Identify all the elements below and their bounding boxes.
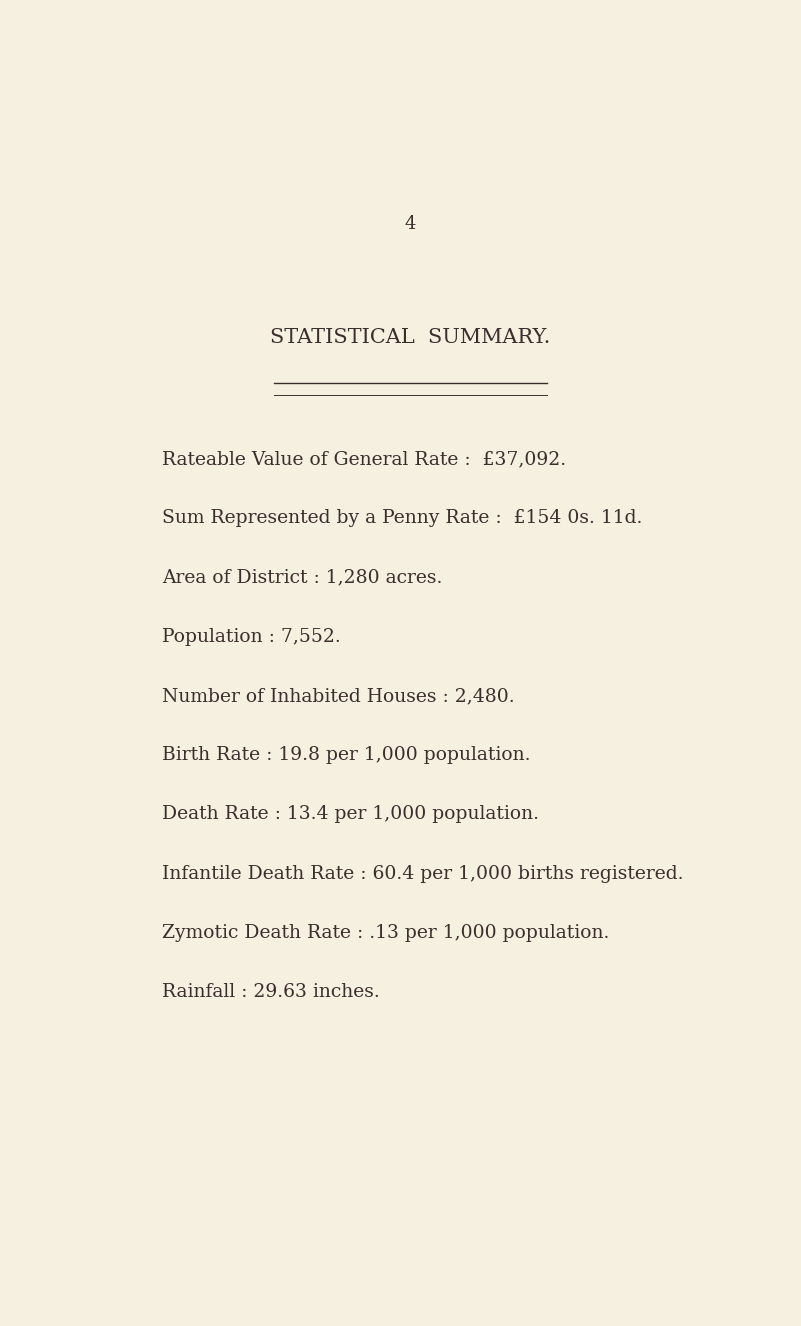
Text: Population : 7,552.: Population : 7,552. (162, 627, 341, 646)
Text: 4: 4 (405, 215, 417, 233)
Text: Infantile Death Rate : 60.4 per 1,000 births registered.: Infantile Death Rate : 60.4 per 1,000 bi… (162, 865, 684, 883)
Text: Rateable Value of General Rate :  £37,092.: Rateable Value of General Rate : £37,092… (162, 450, 566, 468)
Text: Death Rate : 13.4 per 1,000 population.: Death Rate : 13.4 per 1,000 population. (162, 805, 539, 823)
Text: Number of Inhabited Houses : 2,480.: Number of Inhabited Houses : 2,480. (162, 687, 515, 705)
Text: Birth Rate : 19.8 per 1,000 population.: Birth Rate : 19.8 per 1,000 population. (162, 747, 531, 764)
Text: Sum Represented by a Penny Rate :  £154 0s. 11d.: Sum Represented by a Penny Rate : £154 0… (162, 509, 642, 528)
Text: STATISTICAL  SUMMARY.: STATISTICAL SUMMARY. (270, 328, 551, 346)
Text: Rainfall : 29.63 inches.: Rainfall : 29.63 inches. (162, 983, 380, 1001)
Text: Area of District : 1,280 acres.: Area of District : 1,280 acres. (162, 569, 443, 586)
Text: Zymotic Death Rate : .13 per 1,000 population.: Zymotic Death Rate : .13 per 1,000 popul… (162, 924, 610, 941)
